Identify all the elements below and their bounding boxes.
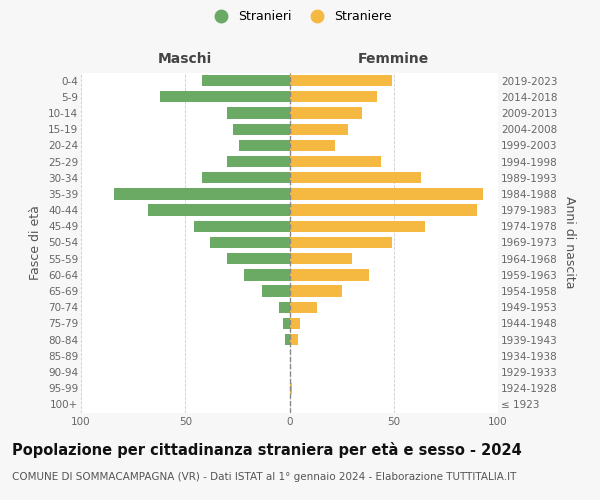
Bar	[210, 237, 290, 248]
Bar	[290, 124, 348, 135]
Bar	[290, 172, 421, 184]
Bar	[194, 220, 290, 232]
Bar	[202, 172, 290, 184]
Bar	[115, 188, 290, 200]
Bar	[283, 318, 290, 329]
Bar	[290, 75, 392, 86]
Bar	[279, 302, 290, 313]
Bar	[286, 334, 290, 345]
Text: COMUNE DI SOMMACAMPAGNA (VR) - Dati ISTAT al 1° gennaio 2024 - Elaborazione TUTT: COMUNE DI SOMMACAMPAGNA (VR) - Dati ISTA…	[12, 472, 517, 482]
Bar	[262, 286, 290, 296]
Bar	[244, 269, 290, 280]
Text: Maschi: Maschi	[158, 52, 212, 66]
Bar	[290, 204, 477, 216]
Bar	[290, 269, 369, 280]
Bar	[290, 91, 377, 102]
Bar	[227, 253, 290, 264]
Bar	[290, 334, 298, 345]
Y-axis label: Fasce di età: Fasce di età	[29, 205, 43, 280]
Bar	[148, 204, 290, 216]
Bar	[290, 253, 352, 264]
Bar	[290, 156, 381, 167]
Bar	[290, 220, 425, 232]
Text: Popolazione per cittadinanza straniera per età e sesso - 2024: Popolazione per cittadinanza straniera p…	[12, 442, 522, 458]
Bar	[290, 237, 392, 248]
Bar	[290, 108, 362, 118]
Y-axis label: Anni di nascita: Anni di nascita	[563, 196, 576, 288]
Text: Femmine: Femmine	[358, 52, 430, 66]
Bar	[290, 140, 335, 151]
Legend: Stranieri, Straniere: Stranieri, Straniere	[205, 6, 395, 26]
Bar	[227, 108, 290, 118]
Bar	[239, 140, 290, 151]
Bar	[233, 124, 290, 135]
Bar	[290, 318, 300, 329]
Bar	[202, 75, 290, 86]
Bar	[160, 91, 290, 102]
Bar	[290, 188, 484, 200]
Bar	[290, 382, 292, 394]
Bar	[227, 156, 290, 167]
Bar	[290, 286, 341, 296]
Bar	[290, 302, 317, 313]
